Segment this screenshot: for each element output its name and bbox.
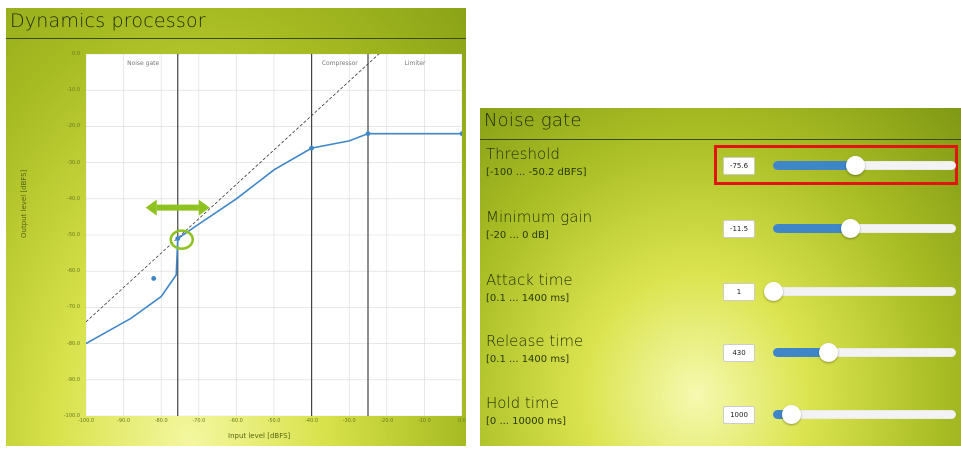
y-tick-label: -40.0 <box>67 195 80 202</box>
param-label: Minimum gain <box>486 208 593 226</box>
transfer-curve-line <box>85 132 462 345</box>
param-label: Hold time <box>486 394 559 412</box>
threshold-highlight-ring <box>169 229 194 250</box>
param-row-minimum-gain: Minimum gain [-20 ... 0 dB] -11.5 <box>480 208 961 268</box>
param-range: [0.1 ... 1400 ms] <box>486 354 570 365</box>
region-label-compressor: Compressor <box>322 60 358 67</box>
param-row-hold-time: Hold time [0 ... 10000 ms] 1000 <box>480 394 961 454</box>
threshold-drag-arrow-icon[interactable] <box>145 199 210 216</box>
slider-handle[interactable] <box>840 219 860 238</box>
slider-handle[interactable] <box>846 156 866 175</box>
curve-marker <box>151 276 157 281</box>
y-tick-label: -30.0 <box>67 159 80 166</box>
param-label: Release time <box>486 332 584 350</box>
param-range: [-100 ... -50.2 dBFS] <box>486 167 587 178</box>
y-tick-label: -20.0 <box>67 123 80 130</box>
curve-marker <box>365 131 371 137</box>
param-row-threshold: Threshold [-100 ... -50.2 dBFS] -75.6 <box>480 145 961 205</box>
param-range: [0.1 ... 1400 ms] <box>486 293 570 304</box>
noise-gate-panel: Noise gate Threshold [-100 ... -50.2 dBFS… <box>480 108 961 446</box>
x-tick-label: -10.0 <box>417 418 431 424</box>
slider-handle[interactable] <box>782 405 802 424</box>
slider-handle[interactable] <box>764 282 783 301</box>
slider-fill <box>773 224 850 233</box>
x-tick-label: -70.0 <box>192 418 206 424</box>
curve-marker <box>309 145 314 151</box>
x-tick-label: -90.0 <box>117 418 131 424</box>
curve-marker <box>459 131 465 137</box>
transfer-curve-svg[interactable]: Noise gate Compressor Limiter <box>85 46 465 417</box>
x-tick-label: -60.0 <box>229 418 243 424</box>
y-tick-label: -90.0 <box>67 376 80 383</box>
hold-time-slider[interactable] <box>773 405 956 424</box>
y-tick-label: -70.0 <box>67 304 80 311</box>
y-tick-label: -100.0 <box>63 413 80 419</box>
unity-reference-line <box>85 46 388 323</box>
x-axis-title: Input level [dBFS] <box>228 432 291 440</box>
x-tick-label: -30.0 <box>342 418 356 424</box>
attack-time-value-input[interactable]: 1 <box>723 283 755 301</box>
attack-time-slider[interactable] <box>764 282 956 301</box>
slider-fill <box>773 410 792 419</box>
threshold-slider[interactable] <box>773 156 956 175</box>
slider-fill <box>773 161 856 170</box>
title-divider <box>6 38 466 39</box>
x-tick-label: -20.0 <box>380 418 394 424</box>
minimum-gain-value-input[interactable]: -11.5 <box>723 220 755 238</box>
minimum-gain-slider[interactable] <box>773 219 956 238</box>
param-label: Threshold <box>486 145 560 163</box>
x-tick-label: 0.0 <box>458 418 466 424</box>
y-tick-label: -80.0 <box>67 340 80 347</box>
panel-title: Dynamics processor <box>10 10 206 32</box>
arrow-shaft <box>156 204 199 211</box>
y-tick-label: -50.0 <box>67 232 80 238</box>
x-tick-label: -40.0 <box>305 418 319 424</box>
region-label-noise-gate: Noise gate <box>127 60 159 67</box>
y-tick-label: -10.0 <box>67 87 80 94</box>
param-row-release-time: Release time [0.1 ... 1400 ms] 430 <box>480 332 961 392</box>
y-tick-label: -60.0 <box>67 268 80 275</box>
param-label: Attack time <box>486 271 573 289</box>
param-range: [-20 ... 0 dB] <box>486 230 549 241</box>
hold-time-value-input[interactable]: 1000 <box>723 406 755 424</box>
release-time-value-input[interactable]: 430 <box>723 344 755 362</box>
curve-marker <box>175 236 181 242</box>
dynamics-processor-panel: Dynamics processor 0.0 -10.0 -20.0 -30.0 -40… <box>6 8 466 446</box>
arrow-head-right <box>198 199 210 216</box>
param-range: [0 ... 10000 ms] <box>486 416 566 427</box>
arrow-head-left <box>145 199 157 216</box>
x-tick-label: -80.0 <box>154 418 168 424</box>
panel-title: Noise gate <box>484 110 582 131</box>
x-tick-label: -50.0 <box>267 418 281 424</box>
param-row-attack-time: Attack time [0.1 ... 1400 ms] 1 <box>480 271 961 331</box>
slider-handle[interactable] <box>818 343 838 362</box>
transfer-curve-plot[interactable]: Noise gate Compressor Limiter <box>85 46 465 417</box>
y-axis-title: Output level [dBFS] <box>20 169 28 238</box>
slider-fill <box>773 348 828 357</box>
threshold-value-input[interactable]: -75.6 <box>723 157 755 175</box>
region-label-limiter: Limiter <box>404 60 426 67</box>
release-time-slider[interactable] <box>773 343 956 362</box>
title-divider <box>480 139 961 140</box>
threshold-highlight <box>714 145 958 185</box>
y-tick-label: 0.0 <box>72 51 80 57</box>
x-tick-label: -100.0 <box>77 418 95 424</box>
